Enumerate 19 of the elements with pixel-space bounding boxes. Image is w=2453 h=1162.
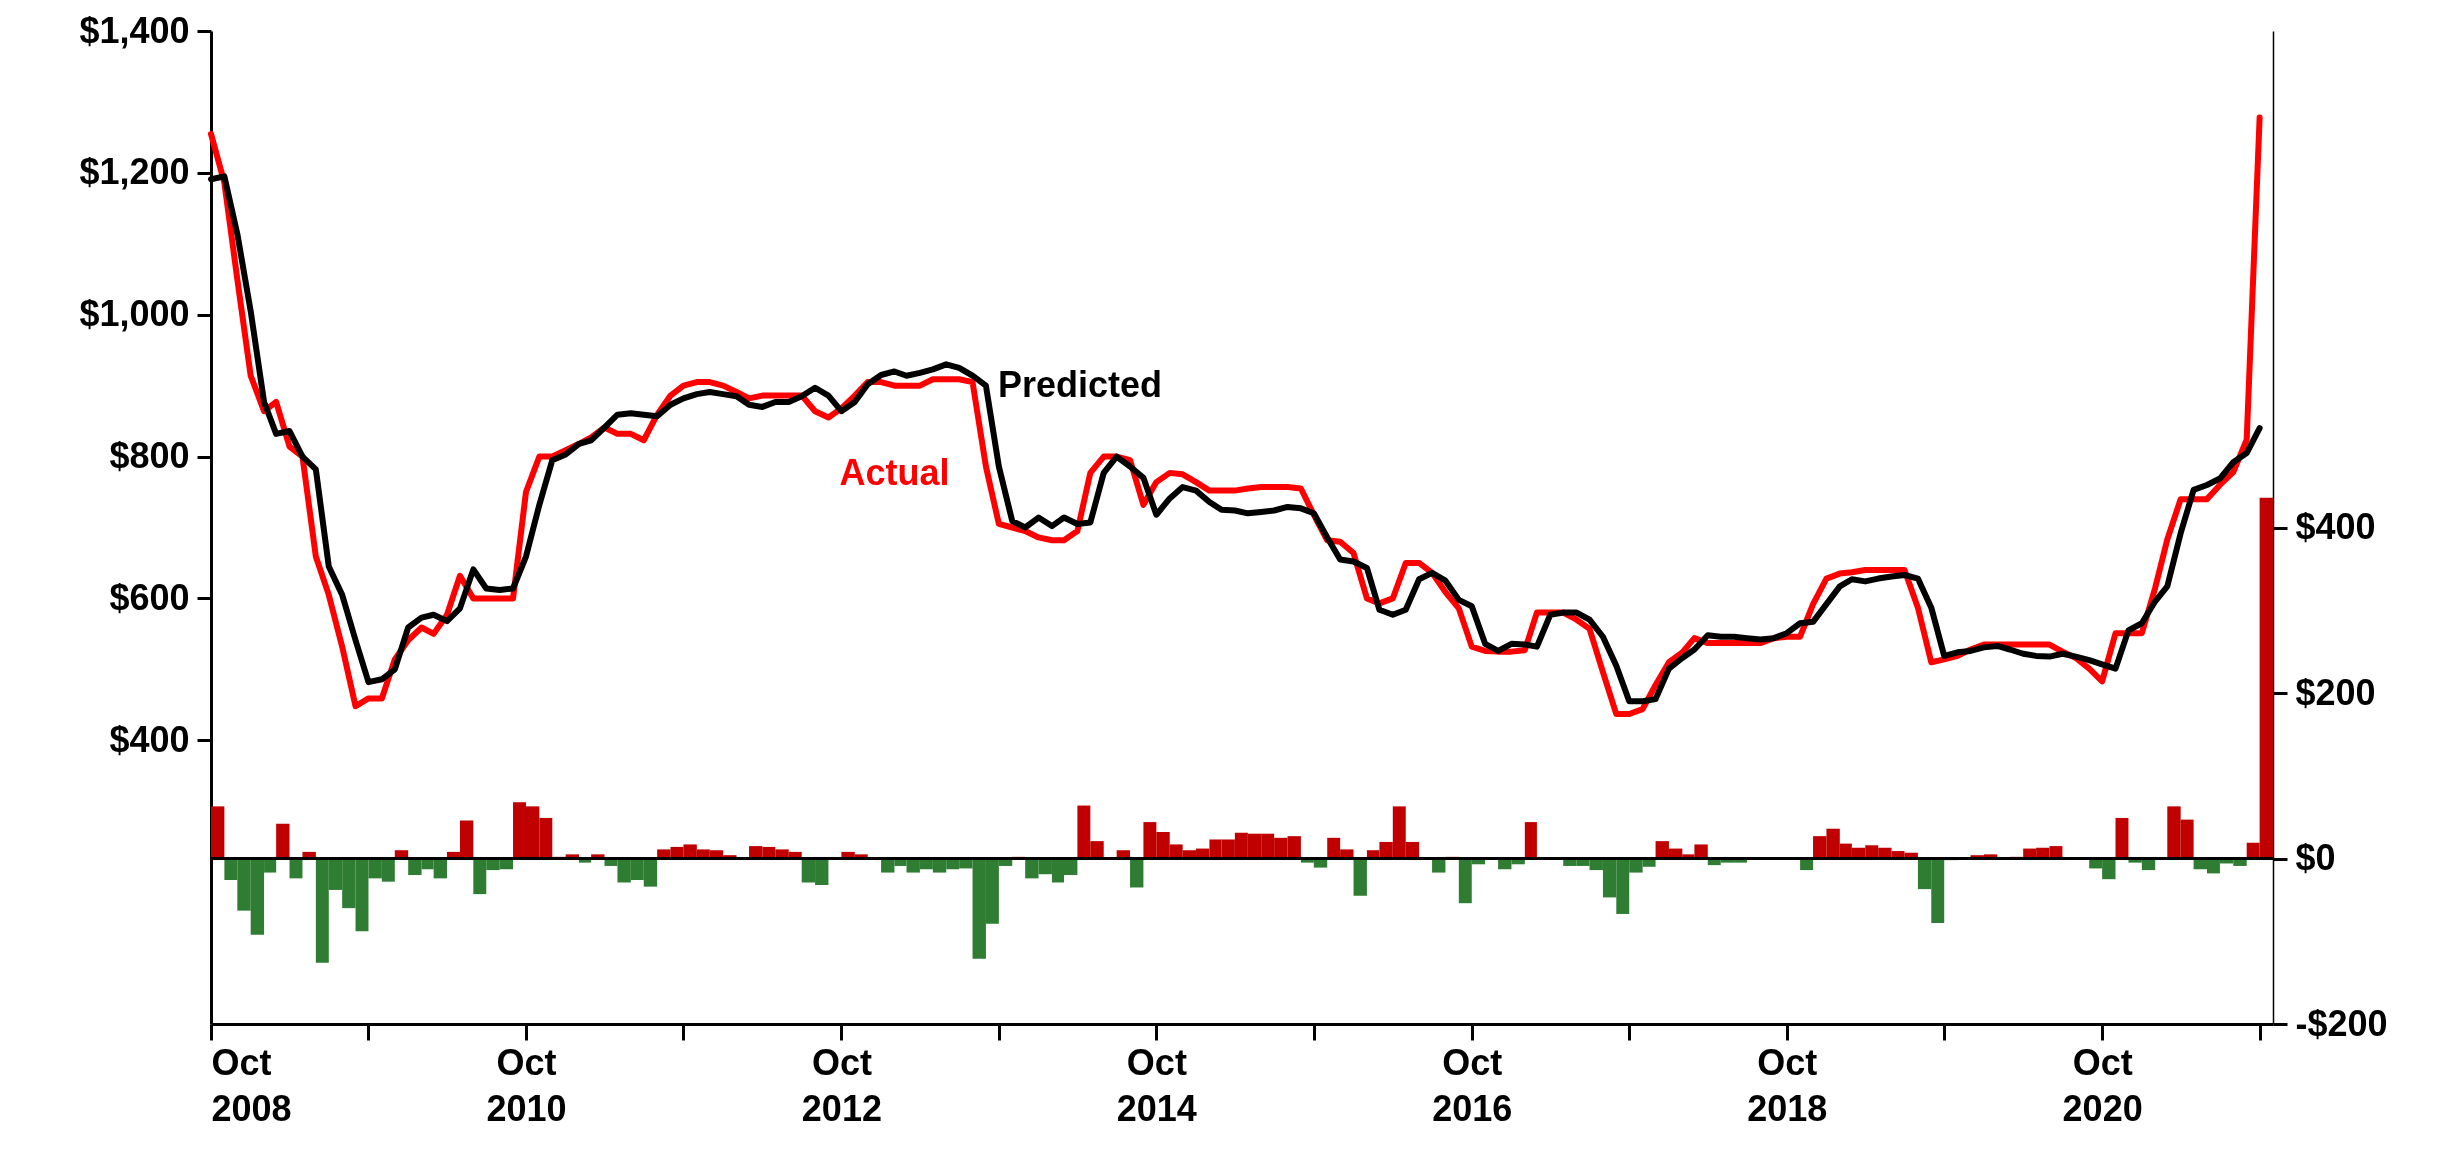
x-tick-label: Oct 2010 bbox=[486, 1041, 567, 1129]
x-tick-label: Oct 2012 bbox=[801, 1041, 882, 1129]
y2-tick-label: $200 bbox=[2295, 671, 2376, 713]
y-tick-label: $600 bbox=[109, 576, 190, 618]
y-tick-label: $1,400 bbox=[79, 9, 190, 51]
x-tick-label: Oct 2008 bbox=[211, 1041, 292, 1129]
y2-tick-label: $400 bbox=[2295, 506, 2376, 547]
y-tick-label: $800 bbox=[109, 435, 190, 477]
x-tick-label: Oct 2020 bbox=[2062, 1041, 2143, 1129]
y-tick-label: $1,200 bbox=[79, 151, 190, 193]
series-label: Predicted bbox=[997, 363, 1162, 405]
series-label: Actual bbox=[839, 451, 950, 493]
x-tick-label: Oct 2016 bbox=[1432, 1041, 1513, 1129]
y-tick-label: $400 bbox=[109, 718, 190, 760]
x-tick-label: Oct 2014 bbox=[1116, 1041, 1197, 1129]
y-tick-label: $1,000 bbox=[79, 293, 190, 335]
y2-tick-label: $0 bbox=[2295, 837, 2336, 878]
x-tick-label: Oct 2018 bbox=[1747, 1041, 1828, 1129]
y2-tick-label: -$200 bbox=[2295, 1002, 2388, 1044]
